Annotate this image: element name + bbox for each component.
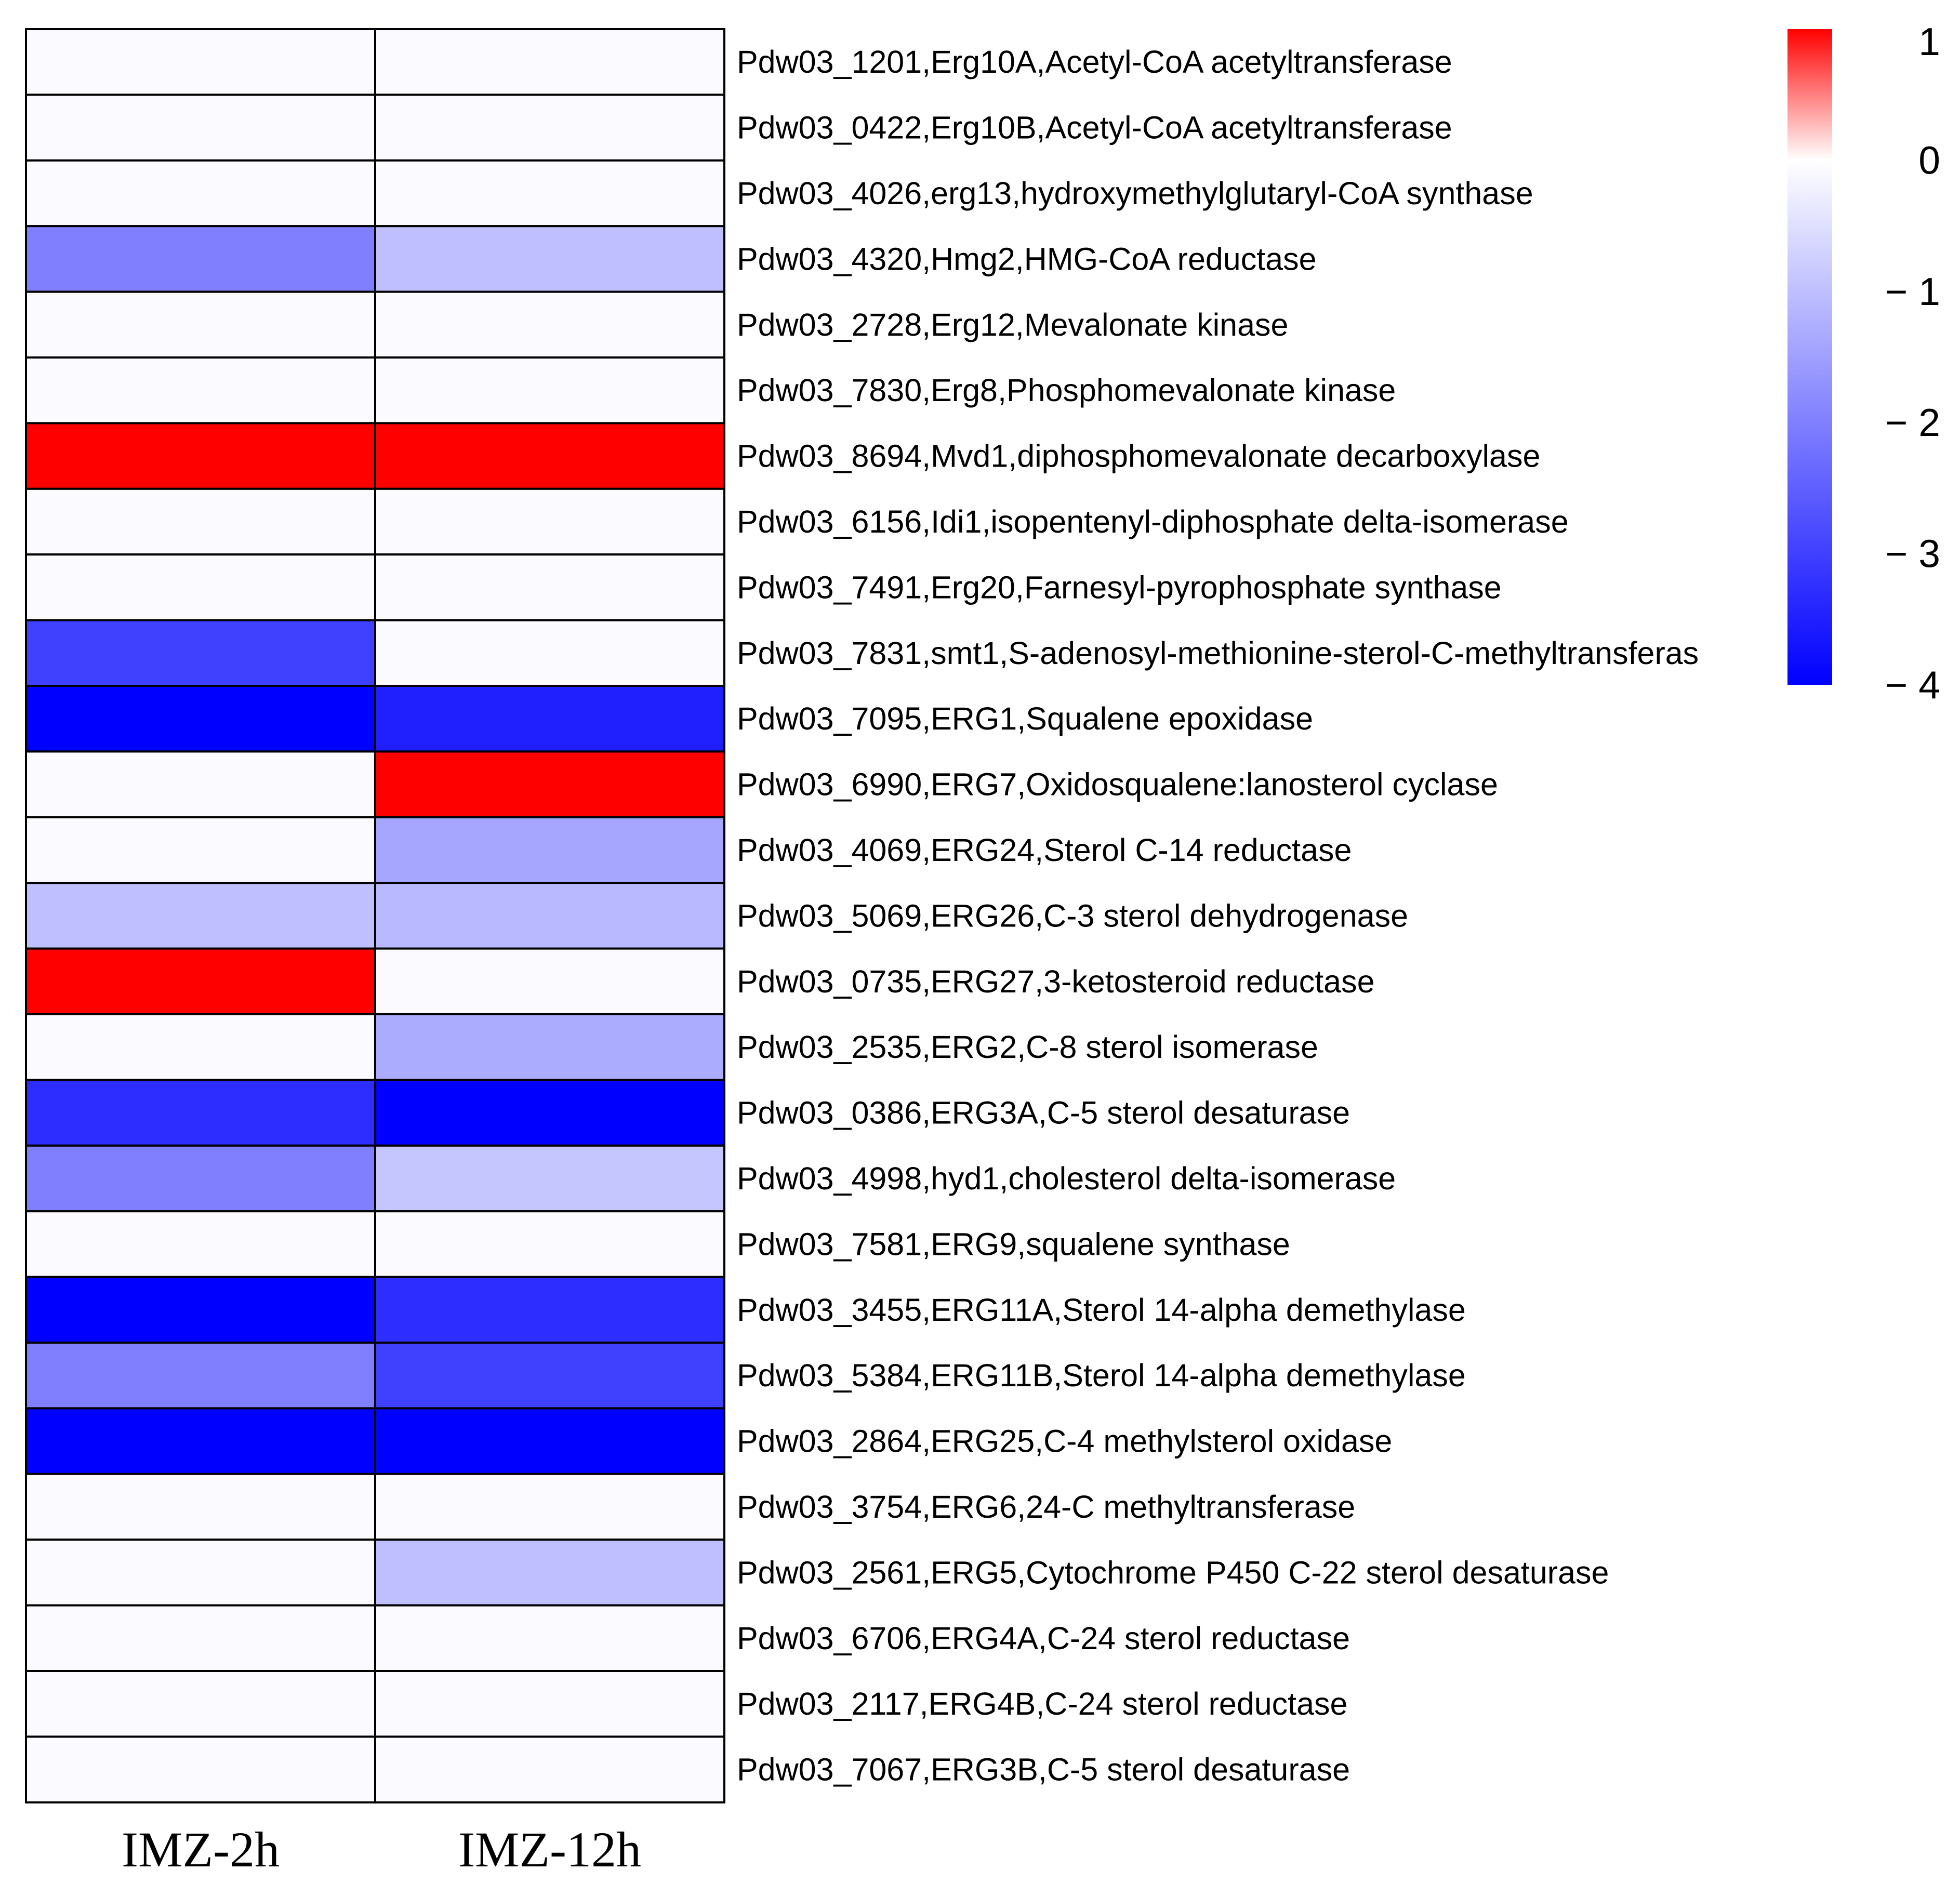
row-label: Pdw03_2864,ERG25,C-4 methylsterol oxidas… bbox=[737, 1424, 1392, 1459]
heatmap-cell bbox=[25, 1276, 376, 1344]
heatmap-cell bbox=[25, 1539, 376, 1607]
heatmap-cell bbox=[374, 1670, 725, 1738]
legend-colorbar bbox=[1787, 29, 1832, 685]
heatmap-cell bbox=[374, 882, 725, 950]
heatmap-cell bbox=[374, 1342, 725, 1410]
heatmap-cell bbox=[25, 750, 376, 818]
row-label: Pdw03_3455,ERG11A,Sterol 14-alpha demeth… bbox=[737, 1292, 1466, 1328]
row-label: Pdw03_6706,ERG4A,C-24 sterol reductase bbox=[737, 1621, 1350, 1656]
legend-tick-label: − 3 bbox=[1885, 532, 1940, 576]
row-label: Pdw03_7067,ERG3B,C-5 sterol desaturase bbox=[737, 1752, 1350, 1787]
heatmap-cell bbox=[25, 685, 376, 753]
heatmap-cell bbox=[374, 1473, 725, 1541]
heatmap-cells bbox=[25, 28, 725, 1804]
row-label: Pdw03_4320,Hmg2,HMG-CoA reductase bbox=[737, 241, 1317, 276]
row-label: Pdw03_0422,Erg10B,Acetyl-CoA acetyltrans… bbox=[737, 110, 1452, 145]
row-label: Pdw03_2728,Erg12,Mevalonate kinase bbox=[737, 307, 1288, 342]
row-label: Pdw03_2117,ERG4B,C-24 sterol reductase bbox=[737, 1686, 1347, 1721]
column-label: IMZ-2h bbox=[122, 1822, 280, 1877]
row-label: Pdw03_8694,Mvd1,diphosphomevalonate deca… bbox=[737, 439, 1540, 474]
column-label: IMZ-12h bbox=[458, 1822, 641, 1877]
heatmap-cell bbox=[25, 290, 376, 359]
heatmap-cell bbox=[25, 1342, 376, 1410]
heatmap-cell bbox=[374, 356, 725, 425]
heatmap-cell bbox=[374, 290, 725, 359]
heatmap-cell bbox=[25, 947, 376, 1015]
heatmap-cell bbox=[25, 356, 376, 425]
heatmap-cell bbox=[374, 1276, 725, 1344]
heatmap-cell bbox=[374, 1079, 725, 1147]
heatmap-cell bbox=[25, 619, 376, 687]
row-label: Pdw03_6156,Idi1,isopentenyl-diphosphate … bbox=[737, 504, 1569, 539]
row-label: Pdw03_4069,ERG24,Sterol C-14 reductase bbox=[737, 832, 1352, 868]
row-labels: Pdw03_1201,Erg10A,Acetyl-CoA acetyltrans… bbox=[737, 44, 1699, 1787]
heatmap-cell bbox=[374, 1735, 725, 1804]
heatmap-cell bbox=[374, 1407, 725, 1475]
heatmap-cell bbox=[374, 159, 725, 228]
heatmap-cell bbox=[25, 1407, 376, 1475]
heatmap-cell bbox=[25, 1144, 376, 1213]
row-label: Pdw03_4026,erg13,hydroxymethylglutaryl-C… bbox=[737, 176, 1533, 211]
heatmap-cell bbox=[374, 94, 725, 162]
legend-tick-label: 0 bbox=[1918, 138, 1940, 182]
row-label: Pdw03_1201,Erg10A,Acetyl-CoA acetyltrans… bbox=[737, 44, 1452, 79]
heatmap-cell bbox=[374, 487, 725, 556]
heatmap-cell bbox=[25, 94, 376, 162]
heatmap-cell bbox=[374, 1604, 725, 1673]
heatmap-cell bbox=[374, 225, 725, 293]
heatmap-cell bbox=[25, 487, 376, 556]
row-label: Pdw03_7491,Erg20,Farnesyl-pyrophosphate … bbox=[737, 569, 1502, 605]
heatmap-cell bbox=[374, 1144, 725, 1213]
legend-tick-label: − 2 bbox=[1885, 401, 1940, 444]
heatmap-cell bbox=[25, 1473, 376, 1541]
heatmap-cell bbox=[374, 685, 725, 753]
heatmap-cell bbox=[25, 882, 376, 950]
heatmap-cell bbox=[25, 1079, 376, 1147]
heatmap-cell bbox=[25, 1604, 376, 1673]
heatmap-cell bbox=[25, 553, 376, 621]
row-label: Pdw03_7095,ERG1,Squalene epoxidase bbox=[737, 701, 1313, 736]
row-label: Pdw03_4998,hyd1,cholesterol delta-isomer… bbox=[737, 1161, 1396, 1196]
row-label: Pdw03_5384,ERG11B,Sterol 14-alpha demeth… bbox=[737, 1358, 1466, 1393]
row-label: Pdw03_5069,ERG26,C-3 sterol dehydrogenas… bbox=[737, 898, 1408, 933]
row-label: Pdw03_7830,Erg8,Phosphomevalonate kinase bbox=[737, 373, 1396, 408]
heatmap-cell bbox=[25, 1735, 376, 1804]
heatmap-cell bbox=[374, 750, 725, 818]
legend-tick-label: 1 bbox=[1918, 20, 1940, 63]
heatmap-cell bbox=[374, 1539, 725, 1607]
heatmap-cell bbox=[374, 816, 725, 884]
row-label: Pdw03_2535,ERG2,C-8 sterol isomerase bbox=[737, 1029, 1318, 1065]
row-label: Pdw03_0735,ERG27,3-ketosteroid reductase bbox=[737, 964, 1375, 999]
row-label: Pdw03_3754,ERG6,24-C methyltransferase bbox=[737, 1489, 1355, 1524]
legend-tick-label: − 1 bbox=[1885, 270, 1940, 313]
heatmap-cell bbox=[25, 28, 376, 96]
heatmap-cell bbox=[374, 553, 725, 621]
heatmap-cell bbox=[25, 159, 376, 228]
heatmap-cell bbox=[374, 1210, 725, 1278]
heatmap-cell bbox=[374, 947, 725, 1015]
row-label: Pdw03_2561,ERG5,Cytochrome P450 C-22 ste… bbox=[737, 1555, 1609, 1590]
heatmap-cell bbox=[25, 422, 376, 490]
heatmap-cell bbox=[374, 619, 725, 687]
color-legend: 1 0 − 1 − 2 − 3 − 4 bbox=[1787, 20, 1940, 707]
row-label: Pdw03_6990,ERG7,Oxidosqualene:lanosterol… bbox=[737, 767, 1498, 802]
row-label: Pdw03_7581,ERG9,squalene synthase bbox=[737, 1226, 1290, 1262]
heatmap-cell bbox=[374, 1013, 725, 1081]
legend-tick-label: − 4 bbox=[1885, 663, 1940, 707]
row-label: Pdw03_7831,smt1,S-adenosyl-methionine-st… bbox=[737, 635, 1699, 671]
heatmap-cell bbox=[25, 1013, 376, 1081]
heatmap-cell bbox=[374, 28, 725, 96]
heatmap-cell bbox=[25, 225, 376, 293]
heatmap-cell bbox=[25, 1210, 376, 1278]
column-labels: IMZ-2h IMZ-12h bbox=[122, 1822, 641, 1877]
heatmap-cell bbox=[25, 1670, 376, 1738]
heatmap-cell bbox=[374, 422, 725, 490]
row-label: Pdw03_0386,ERG3A,C-5 sterol desaturase bbox=[737, 1095, 1350, 1131]
heatmap-cell bbox=[25, 816, 376, 884]
